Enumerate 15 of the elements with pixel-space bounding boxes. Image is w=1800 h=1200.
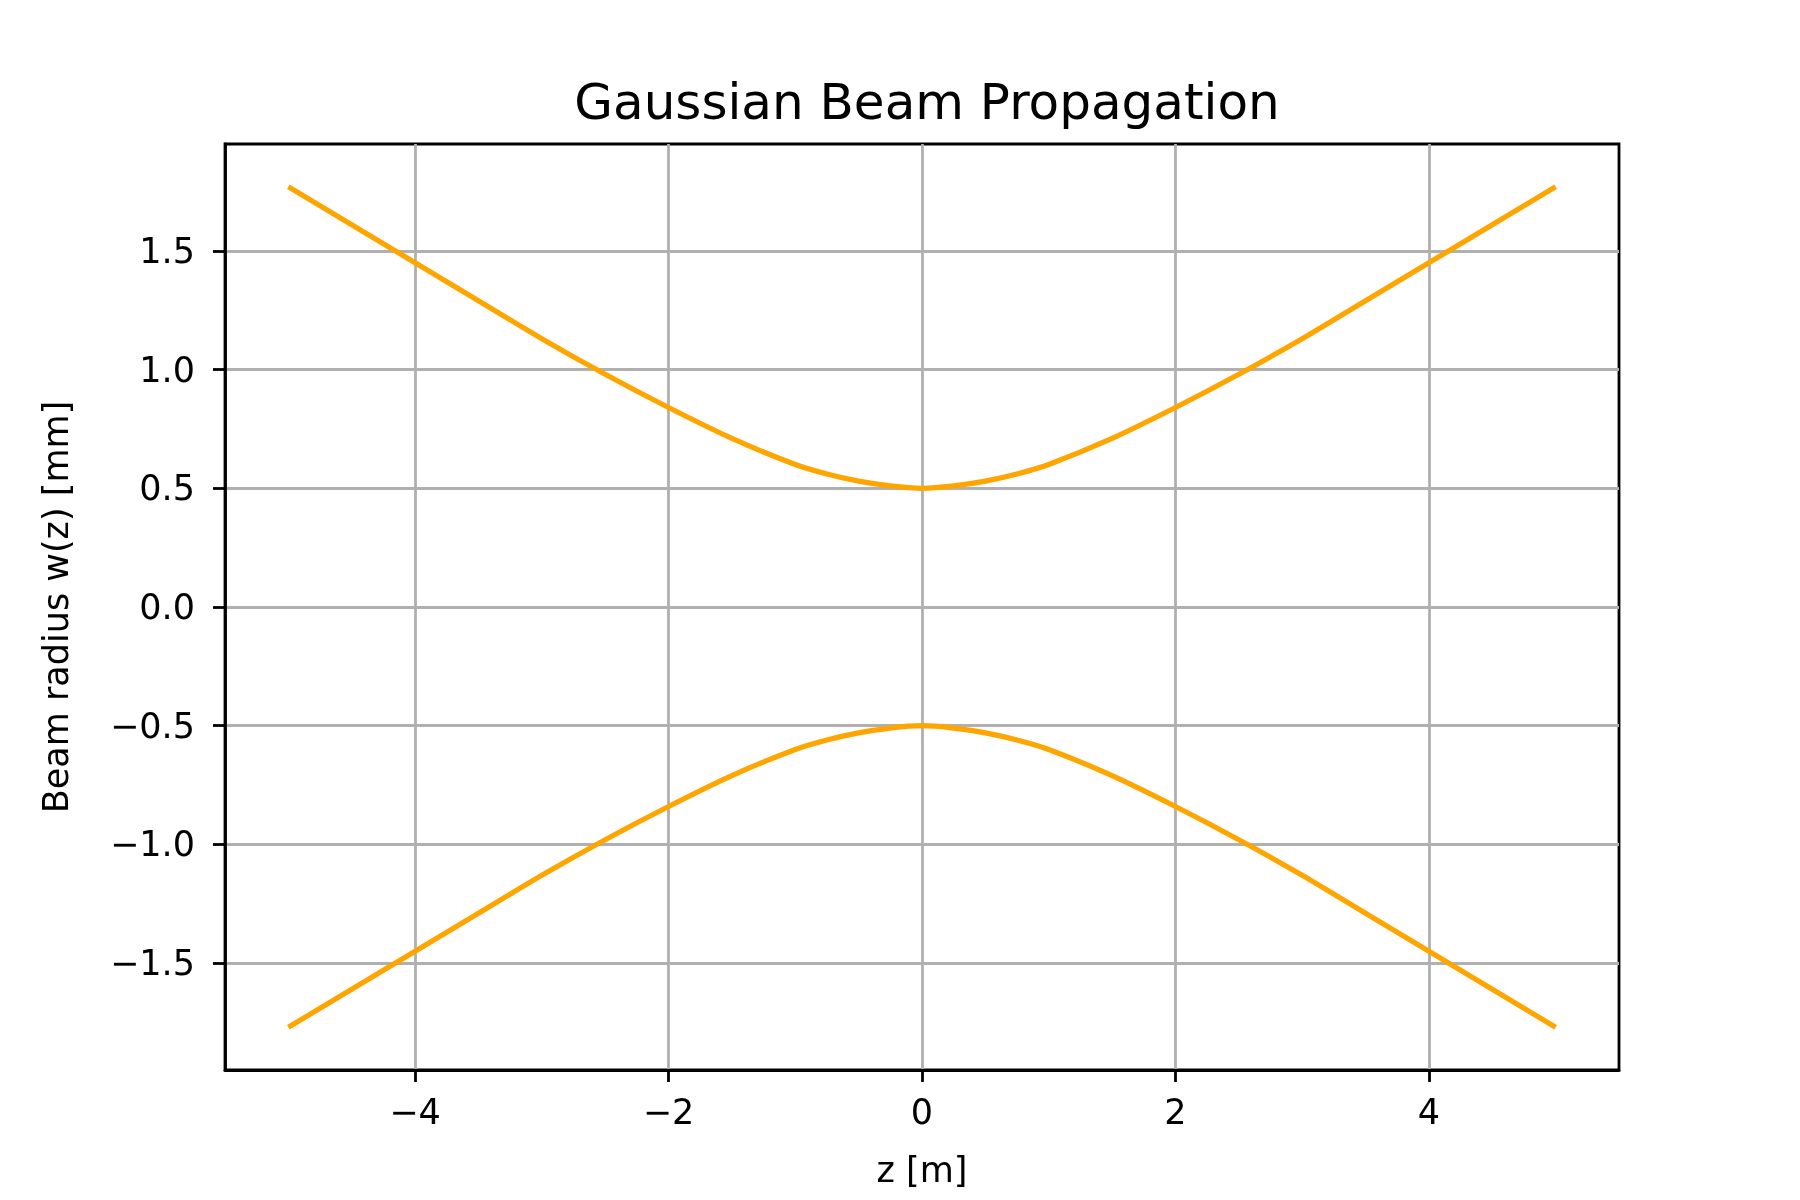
y-tick-label: −1.5: [110, 943, 195, 984]
chart-title: Gaussian Beam Propagation: [574, 73, 1280, 131]
y-axis-title: Beam radius w(z) [mm]: [35, 400, 76, 814]
x-axis-title: z [m]: [876, 1149, 968, 1190]
y-tick-label: 0.5: [139, 468, 195, 509]
y-tick-label: 1.0: [139, 349, 195, 390]
x-tick-label: −4: [389, 1091, 441, 1132]
y-tick-label: −0.5: [110, 705, 195, 746]
x-tick-label: 2: [1164, 1091, 1187, 1132]
y-tick-label: 0.0: [139, 587, 195, 627]
x-tick-label: −2: [642, 1091, 695, 1132]
x-tick-label: 0: [910, 1091, 934, 1132]
x-tick-label: 4: [1417, 1091, 1441, 1132]
y-tick-label: −1.0: [110, 824, 195, 865]
y-tick-label: 1.5: [139, 230, 195, 271]
